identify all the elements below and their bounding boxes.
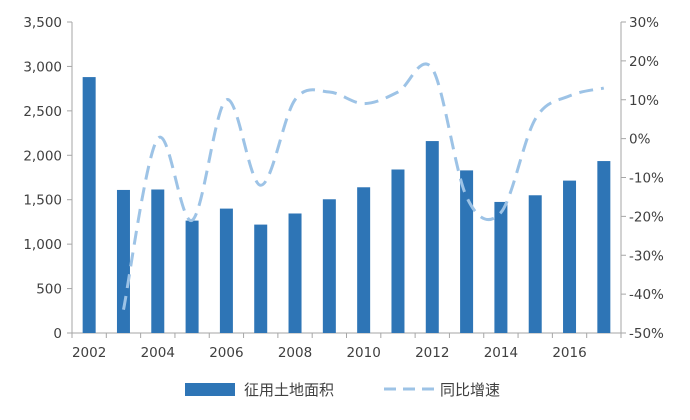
x-tick-label: 2012 bbox=[415, 345, 449, 361]
right-tick-label: 30% bbox=[629, 15, 659, 31]
bar-2013 bbox=[460, 170, 474, 333]
bar-2005 bbox=[185, 220, 199, 333]
right-tick-label: -30% bbox=[629, 248, 664, 264]
right-tick-label: -50% bbox=[629, 326, 664, 342]
bar-2007 bbox=[254, 224, 268, 333]
left-tick-label: 2,500 bbox=[23, 104, 62, 120]
bar-2014 bbox=[494, 201, 508, 333]
bar-2002 bbox=[82, 77, 96, 333]
bar-2012 bbox=[425, 141, 439, 333]
left-tick-label: 1,500 bbox=[23, 193, 62, 209]
bar-series bbox=[82, 77, 611, 333]
x-tick-label: 2004 bbox=[141, 345, 175, 361]
legend: 征用土地面积 同比增速 bbox=[185, 381, 500, 399]
bar-2010 bbox=[357, 187, 371, 333]
bar-2003 bbox=[116, 189, 130, 333]
bar-2009 bbox=[322, 199, 336, 333]
x-tick-label: 2016 bbox=[552, 345, 586, 361]
x-tick-label: 2014 bbox=[484, 345, 518, 361]
left-tick-label: 2,000 bbox=[23, 148, 62, 164]
right-tick-label: 20% bbox=[629, 54, 659, 70]
left-tick-label: 3,000 bbox=[23, 59, 62, 75]
growth-rate-line bbox=[122, 62, 605, 310]
bar-2004 bbox=[151, 189, 165, 333]
right-tick-label: -40% bbox=[629, 287, 664, 303]
left-tick-label: 0 bbox=[53, 326, 62, 342]
left-tick-label: 3,500 bbox=[23, 15, 62, 31]
bar-2015 bbox=[528, 195, 542, 333]
bar-2008 bbox=[288, 213, 302, 333]
bar-2006 bbox=[219, 208, 233, 333]
line-series bbox=[122, 62, 605, 310]
bar-2017 bbox=[597, 161, 611, 333]
bar-2011 bbox=[391, 169, 405, 333]
right-tick-label: 10% bbox=[629, 93, 659, 109]
bar-2016 bbox=[563, 180, 577, 333]
legend-label-bar: 征用土地面积 bbox=[244, 381, 334, 399]
x-tick-label: 2002 bbox=[72, 345, 106, 361]
right-y-axis: -50% -40% -30% -20% -10% 0% 10% 20% 30% bbox=[620, 15, 664, 342]
x-tick-label: 2006 bbox=[209, 345, 243, 361]
legend-swatch-bar bbox=[185, 383, 235, 396]
x-tick-label: 2008 bbox=[278, 345, 312, 361]
right-tick-label: -10% bbox=[629, 171, 664, 187]
x-axis: 2002 2004 2006 2008 2010 2012 2014 2016 bbox=[71, 332, 622, 361]
x-tick-label: 2010 bbox=[346, 345, 380, 361]
right-tick-label: -20% bbox=[629, 209, 664, 225]
legend-label-line: 同比增速 bbox=[440, 381, 500, 399]
left-tick-label: 500 bbox=[36, 282, 62, 298]
left-tick-label: 1,000 bbox=[23, 237, 62, 253]
left-y-axis: 0 500 1,000 1,500 2,000 2,500 3,000 3,500 bbox=[23, 15, 73, 342]
right-tick-label: 0% bbox=[629, 132, 651, 148]
